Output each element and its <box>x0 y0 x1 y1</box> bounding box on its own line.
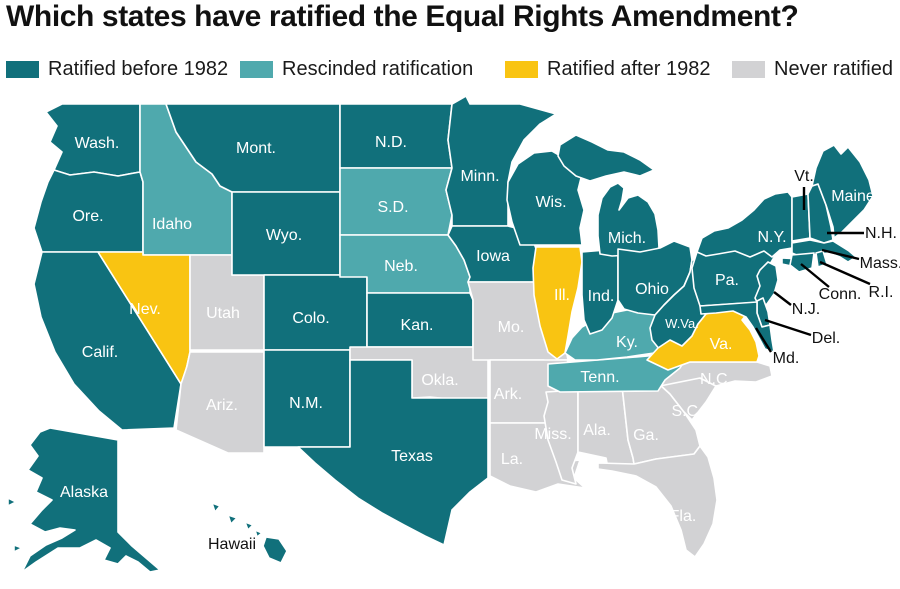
state-label-al: Ala. <box>583 422 611 439</box>
state-md <box>699 301 775 353</box>
state-label-or: Ore. <box>72 208 103 225</box>
state-label-ak: Alaska <box>60 484 108 501</box>
leader-line-de <box>764 318 812 337</box>
state-label-in: Ind. <box>588 288 615 305</box>
state-label-ca: Calif. <box>82 344 118 361</box>
state-label-oh: Ohio <box>635 281 669 298</box>
leader-line-ri <box>819 260 871 286</box>
state-label-pa: Pa. <box>715 272 739 289</box>
state-label-wv: W.Va. <box>665 316 699 331</box>
state-label-me: Maine <box>831 188 875 205</box>
legend-label: Ratified after 1982 <box>547 57 711 80</box>
state-label-nc: N.C. <box>700 371 732 388</box>
state-mi <box>557 134 660 257</box>
state-label-sd: S.D. <box>377 199 408 216</box>
state-label-nd: N.D. <box>375 134 407 151</box>
leader-line-ct <box>800 263 830 288</box>
state-mn <box>445 95 557 227</box>
state-label-ri: R.I. <box>869 284 894 301</box>
state-label-tn: Tenn. <box>580 369 619 386</box>
state-fl <box>597 445 718 558</box>
state-label-ia: Iowa <box>476 248 510 265</box>
state-label-ma: Mass. <box>860 255 900 272</box>
state-label-wa: Wash. <box>75 135 120 152</box>
state-label-wi: Wis. <box>535 194 566 211</box>
leader-line-nj <box>773 291 792 306</box>
state-shapes <box>7 95 874 573</box>
legend: Ratified before 1982 Rescinded ratificat… <box>0 58 900 82</box>
leader-line-md <box>754 327 773 353</box>
state-label-sc: S.C. <box>671 403 702 420</box>
legend-label: Ratified before 1982 <box>48 57 229 80</box>
state-ak <box>7 427 161 573</box>
state-label-nm: N.M. <box>289 395 323 412</box>
state-label-az: Ariz. <box>206 397 238 414</box>
legend-item-ratified-before-1982: Ratified before 1982 <box>6 58 228 80</box>
state-wi <box>506 150 585 246</box>
state-label-ms: Miss. <box>534 426 571 443</box>
state-label-mo: Mo. <box>498 319 525 336</box>
state-label-mt: Mont. <box>236 140 276 157</box>
state-label-ct: Conn. <box>819 286 862 303</box>
legend-label: Never ratified <box>774 57 893 80</box>
state-nj <box>754 261 779 309</box>
state-label-va: Va. <box>710 336 733 353</box>
legend-swatch-rescinded <box>240 60 273 78</box>
state-vt <box>791 193 811 242</box>
state-label-md: Md. <box>773 350 800 367</box>
state-label-tx: Texas <box>391 448 433 465</box>
legend-swatch-after <box>505 60 538 78</box>
state-label-ks: Kan. <box>401 317 434 334</box>
leader-line-ma <box>821 248 860 261</box>
state-label-ut: Utah <box>206 305 240 322</box>
state-me <box>811 144 874 239</box>
state-hi <box>211 502 288 564</box>
state-label-ga: Ga. <box>633 427 659 444</box>
state-labels: Wash. Ore. Calif. Idaho Nev. Utah Ariz. Mont. Wy… <box>60 134 900 553</box>
state-label-il: Ill. <box>554 287 570 304</box>
state-label-id: Idaho <box>152 216 192 233</box>
state-label-co: Colo. <box>292 310 329 327</box>
state-label-fl: Fla. <box>670 508 697 525</box>
state-label-nj: N.J. <box>792 301 820 318</box>
state-label-nh: N.H. <box>865 225 897 242</box>
state-tx <box>297 359 489 546</box>
state-label-ne: Neb. <box>384 258 418 275</box>
state-label-ok: Okla. <box>421 372 458 389</box>
page-title: Which states have ratified the Equal Rig… <box>6 0 799 33</box>
legend-item-rescinded-ratification: Rescinded ratification <box>240 58 473 80</box>
state-label-mn: Minn. <box>460 168 499 185</box>
legend-item-never-ratified: Never ratified <box>732 58 893 80</box>
state-label-hi: Hawaii <box>208 536 256 553</box>
state-label-wy: Wyo. <box>266 227 302 244</box>
state-label-vt: Vt. <box>794 168 814 185</box>
state-label-de: Del. <box>812 330 840 347</box>
state-label-nv: Nev. <box>129 301 161 318</box>
legend-swatch-before <box>6 60 39 78</box>
legend-swatch-never <box>732 60 765 78</box>
leader-lines <box>754 187 871 353</box>
state-label-ar: Ark. <box>494 386 522 403</box>
state-label-ny: N.Y. <box>757 229 786 246</box>
state-label-la: La. <box>501 451 523 468</box>
state-label-mi: Mich. <box>608 230 646 247</box>
state-ct <box>789 252 815 273</box>
legend-label: Rescinded ratification <box>282 57 474 80</box>
state-label-ky: Ky. <box>616 334 638 351</box>
legend-item-ratified-after-1982: Ratified after 1982 <box>505 58 710 80</box>
